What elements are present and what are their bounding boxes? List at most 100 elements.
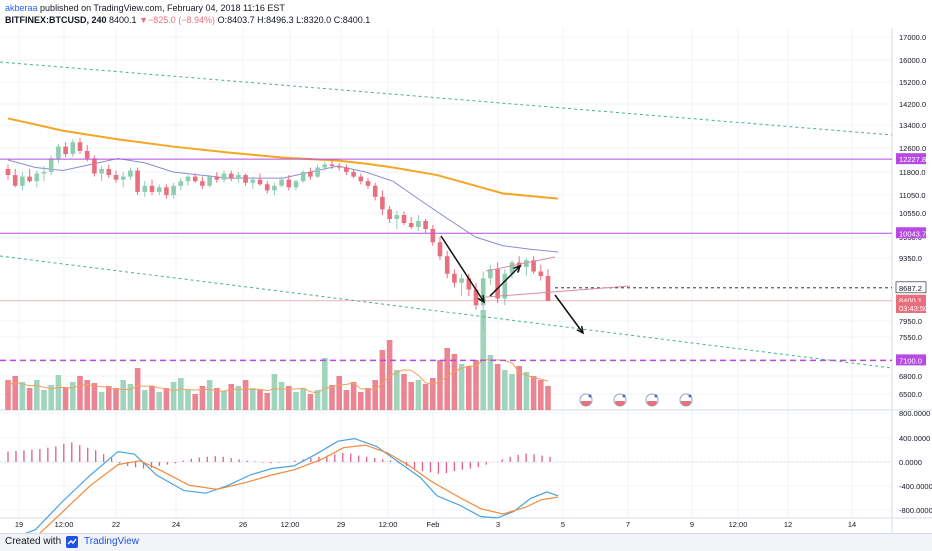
- candle-body-15: [113, 175, 119, 180]
- price-label-bg-5: [896, 354, 926, 366]
- tradingview-logo-icon[interactable]: [66, 536, 78, 548]
- volume-bar-34: [250, 388, 256, 410]
- candle-body-58: [423, 221, 428, 229]
- price-tick-3: 14200.0: [899, 100, 926, 109]
- grid: [0, 28, 932, 533]
- candle-body-48: [351, 172, 356, 177]
- price-tick-5: 12600.0: [899, 144, 926, 153]
- volume-bar-13: [98, 392, 105, 410]
- price-label-bg-0: [896, 153, 926, 165]
- volume-bar-45: [329, 385, 335, 410]
- volume-bar-4: [34, 380, 40, 410]
- volume-bar-10: [77, 376, 83, 410]
- candle-body-30: [221, 173, 227, 180]
- volume-bar-20: [149, 386, 155, 410]
- time-tick-10: 5: [561, 520, 565, 529]
- volume-bar-30: [221, 391, 227, 410]
- candle-body-14: [106, 169, 112, 176]
- arrow-shaft-2: [554, 294, 584, 334]
- volume-bar-32: [235, 386, 242, 410]
- price-label-4: 03:43:50: [899, 304, 928, 313]
- volume-bar-36: [264, 393, 270, 410]
- volume-bar-64: [466, 366, 472, 410]
- symbol-label[interactable]: BITFINEX:BTCUSD, 240: [5, 15, 107, 25]
- volume-bar-71: [516, 366, 522, 410]
- volume-bar-41: [300, 388, 306, 410]
- price-tick-6: 11800.0: [899, 168, 926, 177]
- candle-body-8: [63, 146, 68, 154]
- time-tick-7: 12:00: [379, 520, 398, 529]
- candle-body-44: [322, 164, 328, 168]
- price-tick-0: 17000.0: [899, 33, 926, 42]
- author-link[interactable]: akberaa: [5, 3, 38, 13]
- event-flag-icon-0[interactable]: [579, 393, 593, 407]
- candle-body-6: [48, 158, 54, 172]
- event-flag-icon-3[interactable]: [679, 393, 693, 407]
- close-value: C:8400.1: [333, 15, 371, 25]
- candle-body-12: [92, 158, 97, 174]
- volume-bar-55: [401, 374, 407, 410]
- arrow-head-1: [513, 264, 522, 273]
- price-tick-11: 7950.0: [899, 317, 922, 326]
- tradingview-brand-link[interactable]: TradingView: [84, 536, 140, 547]
- candle-body-39: [286, 179, 292, 188]
- volume-bar-51: [372, 380, 378, 410]
- footer-bar: Created with TradingView: [0, 533, 932, 551]
- volume-bar-62: [451, 354, 458, 410]
- candle-body-19: [142, 185, 148, 192]
- price-change: ▼−825.0 (−8.94%): [139, 15, 216, 25]
- candle-body-26: [192, 176, 198, 182]
- volume-bar-58: [422, 384, 429, 410]
- event-flag-icon-2[interactable]: [645, 393, 659, 407]
- open-value: O:8403.7: [217, 15, 255, 25]
- event-flag-icon-1[interactable]: [613, 393, 627, 407]
- macd-tick-4: -800.0000: [899, 506, 932, 515]
- volume-bar-48: [350, 382, 357, 410]
- candle-body-22: [164, 187, 169, 195]
- candle-body-1: [12, 175, 18, 186]
- candle-body-4: [34, 173, 40, 182]
- volume-bar-1: [12, 376, 18, 410]
- event-flag-fill-3: [681, 401, 691, 406]
- candle-body-18: [135, 170, 140, 192]
- trendline-upper: [0, 61, 893, 136]
- candle-body-38: [279, 179, 284, 186]
- candle-body-5: [41, 172, 47, 174]
- candle-body-68: [495, 269, 500, 299]
- event-flag-fill-0: [581, 401, 591, 406]
- volume-bar-25: [185, 390, 191, 410]
- channel-line-top: [485, 256, 556, 272]
- event-icons[interactable]: [579, 393, 693, 407]
- time-tick-4: 26: [239, 520, 247, 529]
- volume-bars: [5, 310, 551, 410]
- price-tick-12: 7550.0: [899, 333, 922, 342]
- arrow-shaft-1: [489, 265, 521, 297]
- volume-bar-37: [271, 374, 278, 410]
- levels: [0, 158, 892, 362]
- volume-bar-0: [5, 380, 11, 410]
- macd-line: [24, 437, 559, 533]
- volume-bar-65: [473, 360, 479, 410]
- candle-body-61: [444, 256, 450, 274]
- price-label-1: 10043.7: [899, 229, 926, 238]
- price-tick-1: 16000.0: [899, 56, 926, 65]
- macd-tick-0: 800.0000: [899, 409, 930, 418]
- moving-average-1: [7, 157, 559, 253]
- ohlc-line: BITFINEX:BTCUSD, 240 8400.1 ▼−825.0 (−8.…: [5, 15, 370, 25]
- macd-axis: 800.0000 400.0000 0.0000 -400.0000 -800.0000: [899, 409, 932, 515]
- volume-bar-46: [336, 376, 342, 410]
- volume-bar-21: [156, 392, 162, 410]
- candle-body-41: [300, 172, 306, 182]
- chart-canvas[interactable]: 17000.0 16000.0 15200.0 14200.0 13400.0 12600…: [0, 0, 932, 533]
- volume-bar-2: [19, 382, 26, 410]
- volume-bar-31: [228, 384, 234, 410]
- volume-bar-43: [314, 390, 321, 410]
- candle-body-27: [200, 181, 205, 186]
- candle-body-73: [531, 260, 536, 272]
- candle-body-46: [336, 166, 342, 168]
- candle-body-34: [250, 179, 256, 183]
- volume-bar-11: [84, 380, 90, 410]
- price-tick-10: 9350.0: [899, 254, 922, 263]
- time-tick-3: 24: [172, 520, 180, 529]
- volume-bar-40: [293, 392, 299, 410]
